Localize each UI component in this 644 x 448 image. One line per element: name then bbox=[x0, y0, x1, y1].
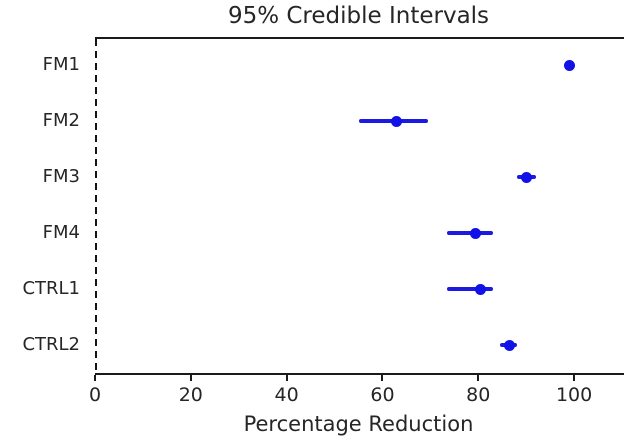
x-tick-label: 100 bbox=[555, 384, 593, 406]
y-tick-label-fm1: FM1 bbox=[42, 54, 80, 75]
mean-dot-fm4 bbox=[470, 227, 482, 239]
top-spine bbox=[95, 37, 624, 39]
x-tick-mark bbox=[573, 375, 576, 381]
x-tick-mark bbox=[94, 375, 96, 381]
credible-interval-bar-fm4 bbox=[447, 231, 493, 235]
x-tick-label: 0 bbox=[88, 384, 102, 406]
mean-dot-fm2 bbox=[391, 115, 403, 127]
x-tick-label: 60 bbox=[370, 384, 395, 406]
y-tick-label-ctrl1: CTRL1 bbox=[22, 278, 80, 299]
zero-reference-line bbox=[95, 39, 97, 373]
y-tick-label-fm2: FM2 bbox=[42, 110, 80, 131]
x-tick-label: 80 bbox=[466, 384, 491, 406]
x-tick-mark bbox=[189, 375, 192, 381]
x-axis-label: Percentage Reduction bbox=[243, 412, 474, 436]
x-tick-label: 20 bbox=[178, 384, 203, 406]
x-tick-mark bbox=[381, 375, 384, 381]
x-tick-label: 40 bbox=[274, 384, 299, 406]
bottom-spine bbox=[95, 373, 624, 375]
mean-dot-fm3 bbox=[520, 171, 532, 183]
mean-dot-fm1 bbox=[563, 59, 575, 71]
x-tick-mark bbox=[285, 375, 288, 381]
x-tick-mark bbox=[477, 375, 480, 381]
credible-interval-bar-ctrl1 bbox=[447, 287, 493, 291]
y-tick-label-ctrl2: CTRL2 bbox=[22, 334, 80, 355]
chart-title: 95% Credible Intervals bbox=[227, 3, 490, 29]
y-tick-label-fm4: FM4 bbox=[42, 222, 80, 243]
y-tick-label-fm3: FM3 bbox=[42, 166, 80, 187]
mean-dot-ctrl1 bbox=[475, 283, 487, 295]
mean-dot-ctrl2 bbox=[503, 339, 515, 351]
